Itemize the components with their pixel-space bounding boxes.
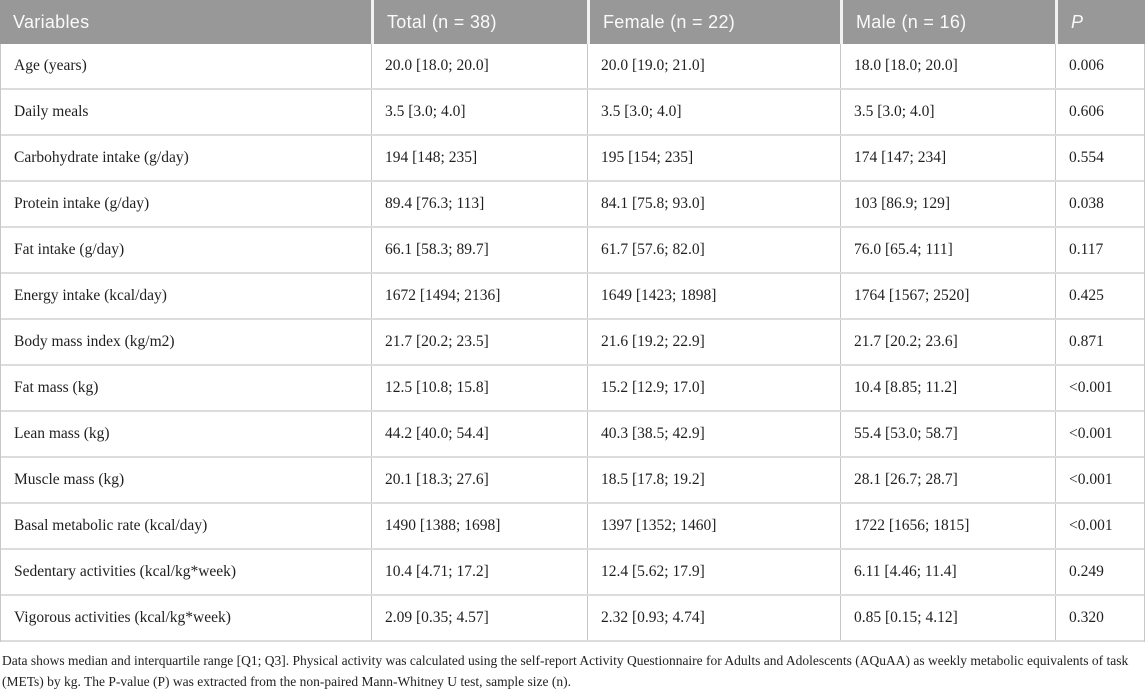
cell-total: 44.2 [40.0; 54.4] [371,412,587,456]
cell-total: 21.7 [20.2; 23.5] [371,320,587,364]
cell-male: 1722 [1656; 1815] [840,504,1055,548]
cell-total: 66.1 [58.3; 89.7] [371,228,587,272]
table-row: Energy intake (kcal/day) 1672 [1494; 213… [1,274,1144,320]
cell-variable: Carbohydrate intake (g/day) [14,149,189,166]
cell-p-value: <0.001 [1055,504,1144,548]
cell-total: 3.5 [3.0; 4.0] [371,90,587,134]
cell-male: 10.4 [8.85; 11.2] [840,366,1055,410]
column-header-female: Female (n = 22) [587,0,840,44]
cell-total: 20.0 [18.0; 20.0] [371,44,587,88]
cell-total: 1490 [1388; 1698] [371,504,587,548]
cell-male: 6.11 [4.46; 11.4] [840,550,1055,594]
cell-p-value: 0.006 [1055,44,1144,88]
table-row: Sedentary activities (kcal/kg*week) 10.4… [1,550,1144,596]
table-row: Body mass index (kg/m2) 21.7 [20.2; 23.5… [1,320,1144,366]
table-row: Protein intake (g/day) 89.4 [76.3; 113] … [1,182,1144,228]
cell-female: 20.0 [19.0; 21.0] [587,44,840,88]
cell-male: 76.0 [65.4; 111] [840,228,1055,272]
cell-female: 40.3 [38.5; 42.9] [587,412,840,456]
cell-variable: Protein intake (g/day) [14,195,150,212]
cell-total: 1672 [1494; 2136] [371,274,587,318]
table-body: Age (years) 20.0 [18.0; 20.0] 20.0 [19.0… [0,44,1145,642]
cell-female: 195 [154; 235] [587,136,840,180]
statistics-table: Variables Total (n = 38) Female (n = 22)… [0,0,1145,642]
table-row: Age (years) 20.0 [18.0; 20.0] 20.0 [19.0… [1,44,1144,90]
cell-female: 21.6 [19.2; 22.9] [587,320,840,364]
cell-variable: Fat mass (kg) [14,379,99,396]
cell-total: 194 [148; 235] [371,136,587,180]
cell-total: 89.4 [76.3; 113] [371,182,587,226]
cell-female: 2.32 [0.93; 4.74] [587,596,840,640]
cell-variable: Age (years) [14,57,87,74]
cell-p-value: 0.249 [1055,550,1144,594]
cell-variable: Basal metabolic rate (kcal/day) [14,517,208,534]
cell-p-value: 0.038 [1055,182,1144,226]
cell-male: 18.0 [18.0; 20.0] [840,44,1055,88]
column-header-total: Total (n = 38) [371,0,587,44]
cell-variable: Lean mass (kg) [14,425,110,442]
table-row: Carbohydrate intake (g/day) 194 [148; 23… [1,136,1144,182]
table-row: Vigorous activities (kcal/kg*week) 2.09 … [1,596,1144,642]
table-row: Lean mass (kg) 44.2 [40.0; 54.4] 40.3 [3… [1,412,1144,458]
cell-female: 61.7 [57.6; 82.0] [587,228,840,272]
cell-female: 1397 [1352; 1460] [587,504,840,548]
cell-variable: Vigorous activities (kcal/kg*week) [14,609,231,626]
cell-female: 3.5 [3.0; 4.0] [587,90,840,134]
cell-variable: Energy intake (kcal/day) [14,287,167,304]
cell-male: 0.85 [0.15; 4.12] [840,596,1055,640]
cell-p-value: 0.117 [1055,228,1144,272]
cell-total: 10.4 [4.71; 17.2] [371,550,587,594]
cell-total: 12.5 [10.8; 15.8] [371,366,587,410]
cell-p-value: 0.425 [1055,274,1144,318]
cell-p-value: 0.554 [1055,136,1144,180]
cell-variable: Muscle mass (kg) [14,471,125,488]
cell-male: 1764 [1567; 2520] [840,274,1055,318]
column-header-variables: Variables [0,0,371,44]
cell-variable: Sedentary activities (kcal/kg*week) [14,563,237,580]
cell-total: 20.1 [18.3; 27.6] [371,458,587,502]
cell-female: 15.2 [12.9; 17.0] [587,366,840,410]
table-row: Daily meals 3.5 [3.0; 4.0] 3.5 [3.0; 4.0… [1,90,1144,136]
table-row: Fat mass (kg) 12.5 [10.8; 15.8] 15.2 [12… [1,366,1144,412]
column-header-male: Male (n = 16) [840,0,1055,44]
cell-total: 2.09 [0.35; 4.57] [371,596,587,640]
cell-variable: Fat intake (g/day) [14,241,125,258]
cell-male: 103 [86.9; 129] [840,182,1055,226]
table-row: Fat intake (g/day) 66.1 [58.3; 89.7] 61.… [1,228,1144,274]
cell-female: 12.4 [5.62; 17.9] [587,550,840,594]
cell-p-value: <0.001 [1055,458,1144,502]
cell-female: 84.1 [75.8; 93.0] [587,182,840,226]
cell-male: 21.7 [20.2; 23.6] [840,320,1055,364]
cell-male: 55.4 [53.0; 58.7] [840,412,1055,456]
cell-p-value: 0.320 [1055,596,1144,640]
column-header-p-value: P [1055,0,1145,44]
cell-variable: Body mass index (kg/m2) [14,333,175,350]
cell-p-value: 0.606 [1055,90,1144,134]
cell-female: 1649 [1423; 1898] [587,274,840,318]
table-row: Basal metabolic rate (kcal/day) 1490 [13… [1,504,1144,550]
cell-p-value: <0.001 [1055,412,1144,456]
cell-female: 18.5 [17.8; 19.2] [587,458,840,502]
table-footnote: Data shows median and interquartile rang… [2,653,1129,689]
cell-male: 174 [147; 234] [840,136,1055,180]
table-row: Muscle mass (kg) 20.1 [18.3; 27.6] 18.5 … [1,458,1144,504]
cell-male: 28.1 [26.7; 28.7] [840,458,1055,502]
cell-p-value: 0.871 [1055,320,1144,364]
cell-p-value: <0.001 [1055,366,1144,410]
cell-variable: Daily meals [14,103,89,120]
table-header-row: Variables Total (n = 38) Female (n = 22)… [0,0,1145,44]
cell-male: 3.5 [3.0; 4.0] [840,90,1055,134]
